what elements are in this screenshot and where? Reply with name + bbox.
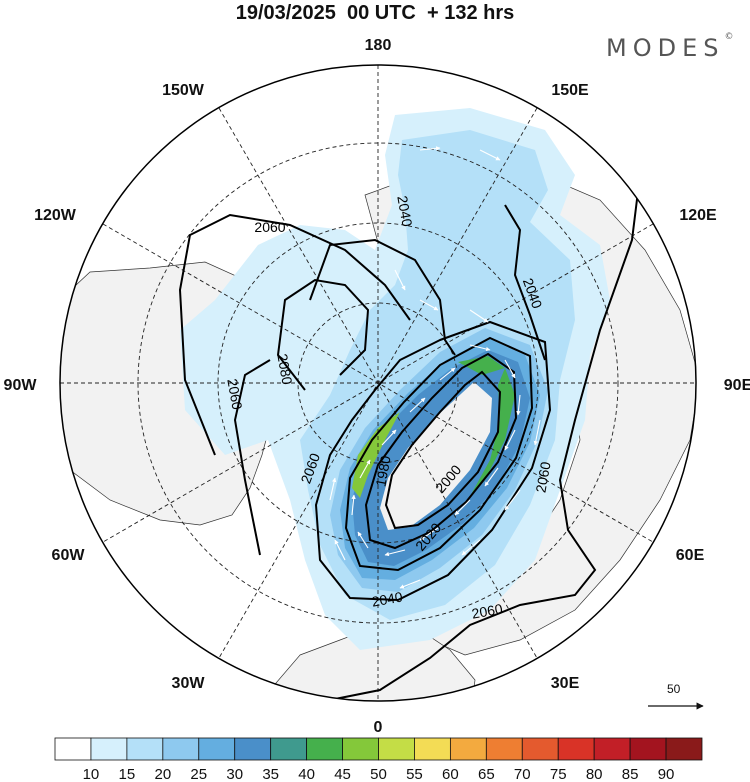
graticule [60, 65, 696, 701]
colorbar-swatch [378, 737, 415, 761]
colorbar-tick-label: 25 [190, 766, 207, 782]
height-contours [178, 174, 641, 701]
longitude-label: 30W [172, 675, 206, 692]
longitude-labels: 180 150E 120E 90E 60E 30E 0 30W 60W 90W 120W 150W [4, 37, 750, 736]
colorbar-swatch [521, 737, 559, 761]
wind-vectors [329, 146, 541, 589]
svg-text:2060: 2060 [470, 600, 504, 621]
contour-2080 [276, 278, 370, 391]
longitude-label: 60E [676, 547, 705, 564]
contour-2040-north [309, 238, 456, 356]
colorbar-tick-label: 60 [442, 766, 459, 782]
colorbar-tick-label: 10 [83, 766, 100, 782]
contour-label: 2040 [394, 194, 415, 228]
contour-label: 2060 [470, 600, 504, 621]
shade-level-45-east [468, 368, 515, 500]
colorbar-swatch [665, 737, 703, 761]
colorbar-swatch [90, 737, 128, 761]
colorbar-tick-label: 75 [550, 766, 567, 782]
longitude-label: 150E [551, 82, 589, 99]
longitude-label: 0 [374, 719, 383, 736]
contour-label: 2080 [274, 352, 295, 386]
longitude-label: 30E [551, 675, 580, 692]
colorbar-swatch [485, 737, 523, 761]
shade-level-50-west [352, 412, 400, 498]
colorbar-tick-label: 80 [586, 766, 603, 782]
brand-mark: © [724, 32, 734, 42]
colorbar-tick-label: 30 [226, 766, 243, 782]
colorbar-swatch [270, 737, 308, 761]
colorbar-tick-label: 65 [478, 766, 495, 782]
colorbar-swatch [629, 737, 667, 761]
colorbar-tick-label: 40 [298, 766, 315, 782]
svg-text:2040: 2040 [394, 194, 415, 228]
colorbar: 10 15 20 25 30 35 40 45 50 55 60 65 70 75 80 85 90 [54, 737, 703, 782]
colorbar-swatch [449, 737, 487, 761]
colorbar-swatch [198, 737, 236, 761]
colorbar-tick-label: 55 [406, 766, 423, 782]
colorbar-swatch [414, 737, 451, 761]
map-border [59, 64, 697, 702]
contour-1980-loop [384, 370, 502, 530]
map-title: 19/03/2025 00 UTC + 132 hrs [235, 2, 515, 24]
svg-text:2060: 2060 [254, 219, 285, 235]
colorbar-swatch [234, 737, 272, 761]
contour-2060-north [178, 213, 411, 456]
colorbar-tick-label: 20 [154, 766, 171, 782]
brand-name: MODES [606, 34, 725, 62]
colorbar-tick-label: 90 [658, 766, 675, 782]
contour-label: 2060 [532, 460, 553, 494]
colorbar-swatch [54, 737, 92, 761]
reference-vector-value: 50 [667, 682, 681, 696]
longitude-label: 90E [724, 377, 750, 394]
jet-core-hollow [380, 382, 492, 530]
reference-vector: 50 [648, 682, 704, 710]
contour-label: 2040 [370, 588, 404, 609]
colorbar-swatch [342, 737, 379, 761]
longitude-label: 60W [52, 547, 86, 564]
contour-2060-west [233, 359, 271, 556]
longitude-label: 120E [679, 207, 717, 224]
colorbar-tick-label: 70 [514, 766, 531, 782]
colorbar-swatch [162, 737, 200, 761]
contour-2000-loop [364, 352, 518, 550]
brand-logo: MODES© [606, 32, 734, 62]
contour-label: 1980 [372, 454, 393, 488]
colorbar-swatch [557, 737, 595, 761]
longitude-label: 120W [34, 207, 77, 224]
colorbar-tick-label: 45 [334, 766, 351, 782]
contour-label: 2060 [224, 377, 245, 411]
map-layers [60, 65, 696, 701]
colorbar-tick-label: 50 [370, 766, 387, 782]
contour-label: 2060 [254, 219, 285, 235]
colorbar-tick-label: 15 [119, 766, 136, 782]
colorbar-swatch [126, 737, 164, 761]
contour-2060-outer [329, 174, 641, 701]
longitude-label: 180 [365, 37, 392, 54]
svg-text:2060: 2060 [532, 460, 553, 494]
svg-text:2040: 2040 [370, 588, 404, 609]
colorbar-tick-label: 35 [262, 766, 279, 782]
svg-text:1980: 1980 [372, 454, 393, 488]
contour-2040-east [504, 204, 546, 361]
longitude-label: 90W [4, 377, 38, 394]
shade-level-45-north [458, 356, 505, 375]
svg-text:2060: 2060 [224, 377, 245, 411]
colorbar-swatch [306, 737, 343, 761]
contour-2020-loop [344, 336, 534, 572]
colorbar-swatch [593, 737, 631, 761]
longitude-label: 150W [162, 82, 205, 99]
contour-2040-loop [314, 320, 552, 602]
colorbar-tick-label: 85 [622, 766, 639, 782]
svg-text:2080: 2080 [274, 352, 295, 386]
